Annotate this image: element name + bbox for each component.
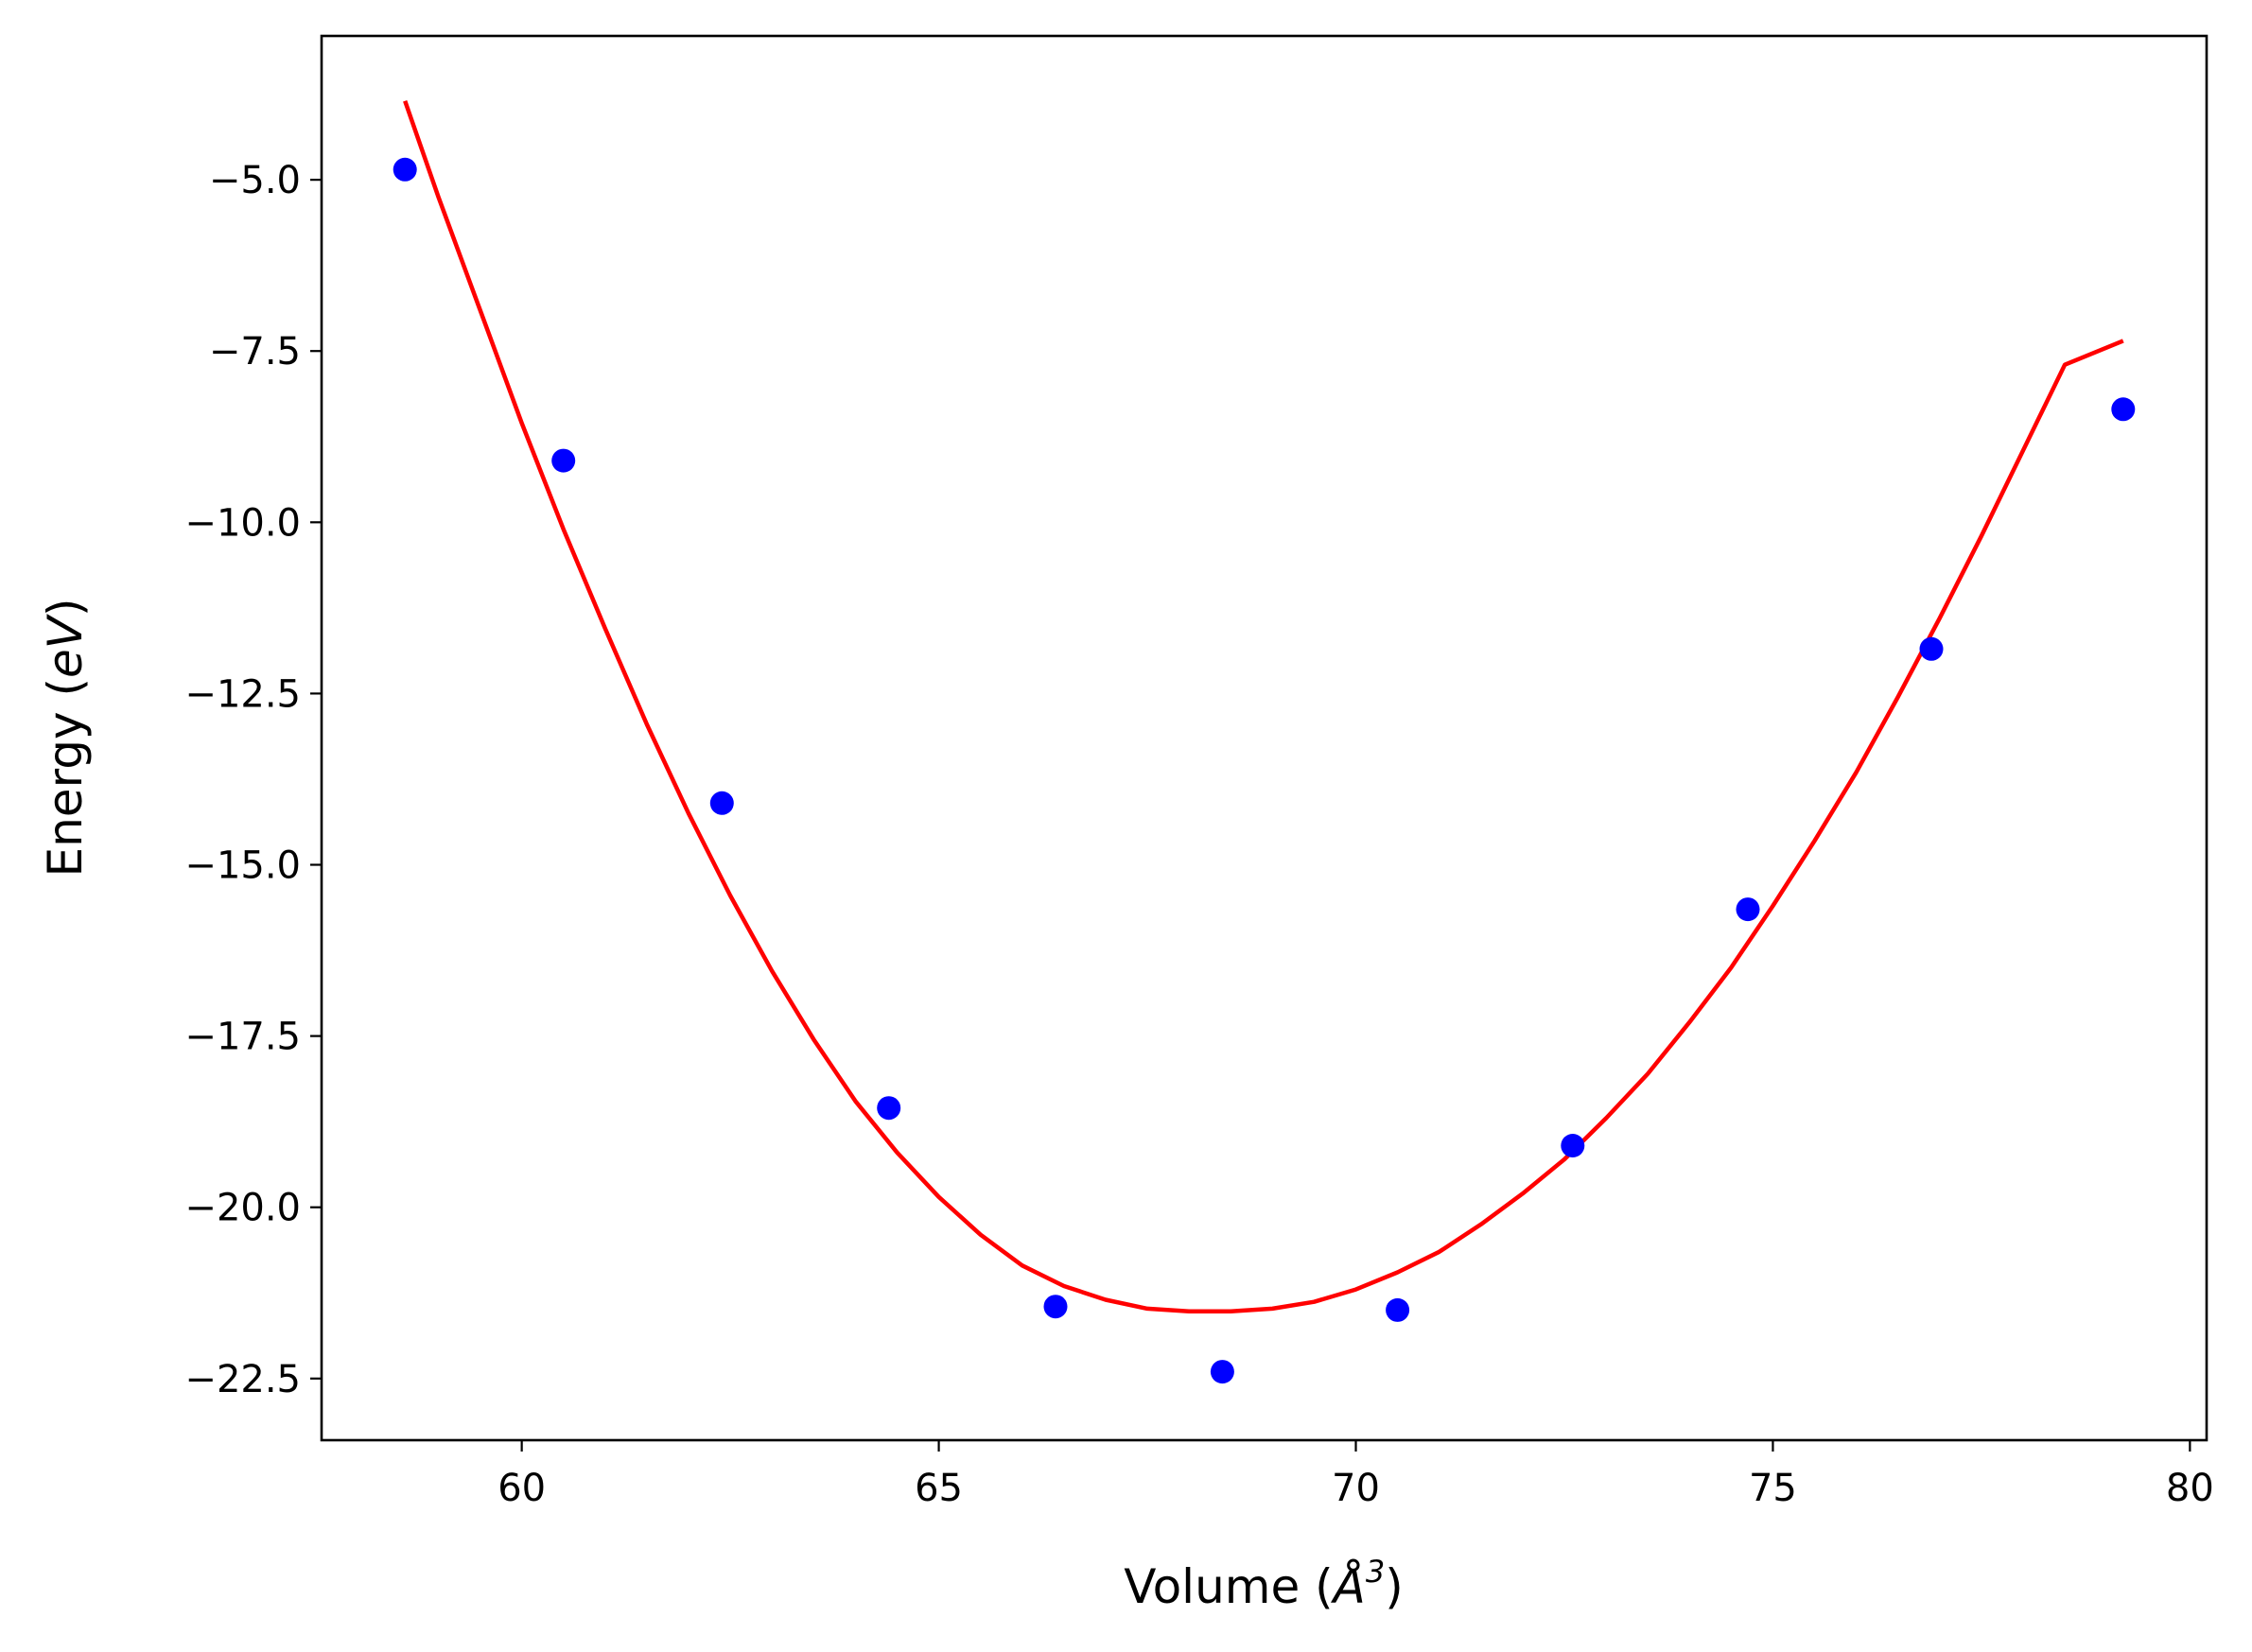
y-axis-ticks: −5.0 −7.5 −10.0 −12.5 −15.0 −17.5 −20.0 −22.5 [184,159,322,1401]
x-tick-label: 65 [915,1467,963,1510]
plot-area [393,100,2136,1384]
data-point [551,448,576,473]
data-point [2111,397,2136,422]
data-point [877,1096,901,1121]
y-tick-label: −7.5 [209,330,301,374]
fit-curve-line [403,100,2124,1314]
y-tick-label: −17.5 [184,1016,301,1059]
y-tick-label: −10.0 [184,501,301,545]
y-tick-label: −22.5 [184,1358,301,1401]
data-point [1919,636,1944,661]
plot-frame [320,34,2208,1442]
data-point [709,791,734,815]
x-axis-label-symbol: Å [1331,1559,1366,1614]
y-tick-label: −15.0 [184,844,301,888]
x-tick-label: 70 [1332,1467,1380,1510]
y-axis-label-unit: eV [38,613,93,678]
y-tick-label: −12.5 [184,672,301,716]
data-point [1736,897,1760,922]
data-point [1561,1134,1585,1157]
x-tick-label: 60 [498,1467,546,1510]
data-point [393,157,417,182]
data-point [1210,1360,1234,1384]
y-tick-label: −5.0 [209,159,301,202]
x-axis-ticks: 60 65 70 75 80 [498,1440,2214,1510]
x-axis-label: Volume (Å3) [1124,1554,1403,1614]
data-point [1386,1297,1410,1322]
y-tick-label: −20.0 [184,1187,301,1230]
data-point [1043,1295,1068,1319]
x-axis-label-exponent: 3 [1366,1554,1385,1590]
x-tick-label: 80 [2166,1467,2214,1510]
x-tick-label: 75 [1749,1467,1797,1510]
y-axis-label: Energy (eV) [38,599,93,878]
